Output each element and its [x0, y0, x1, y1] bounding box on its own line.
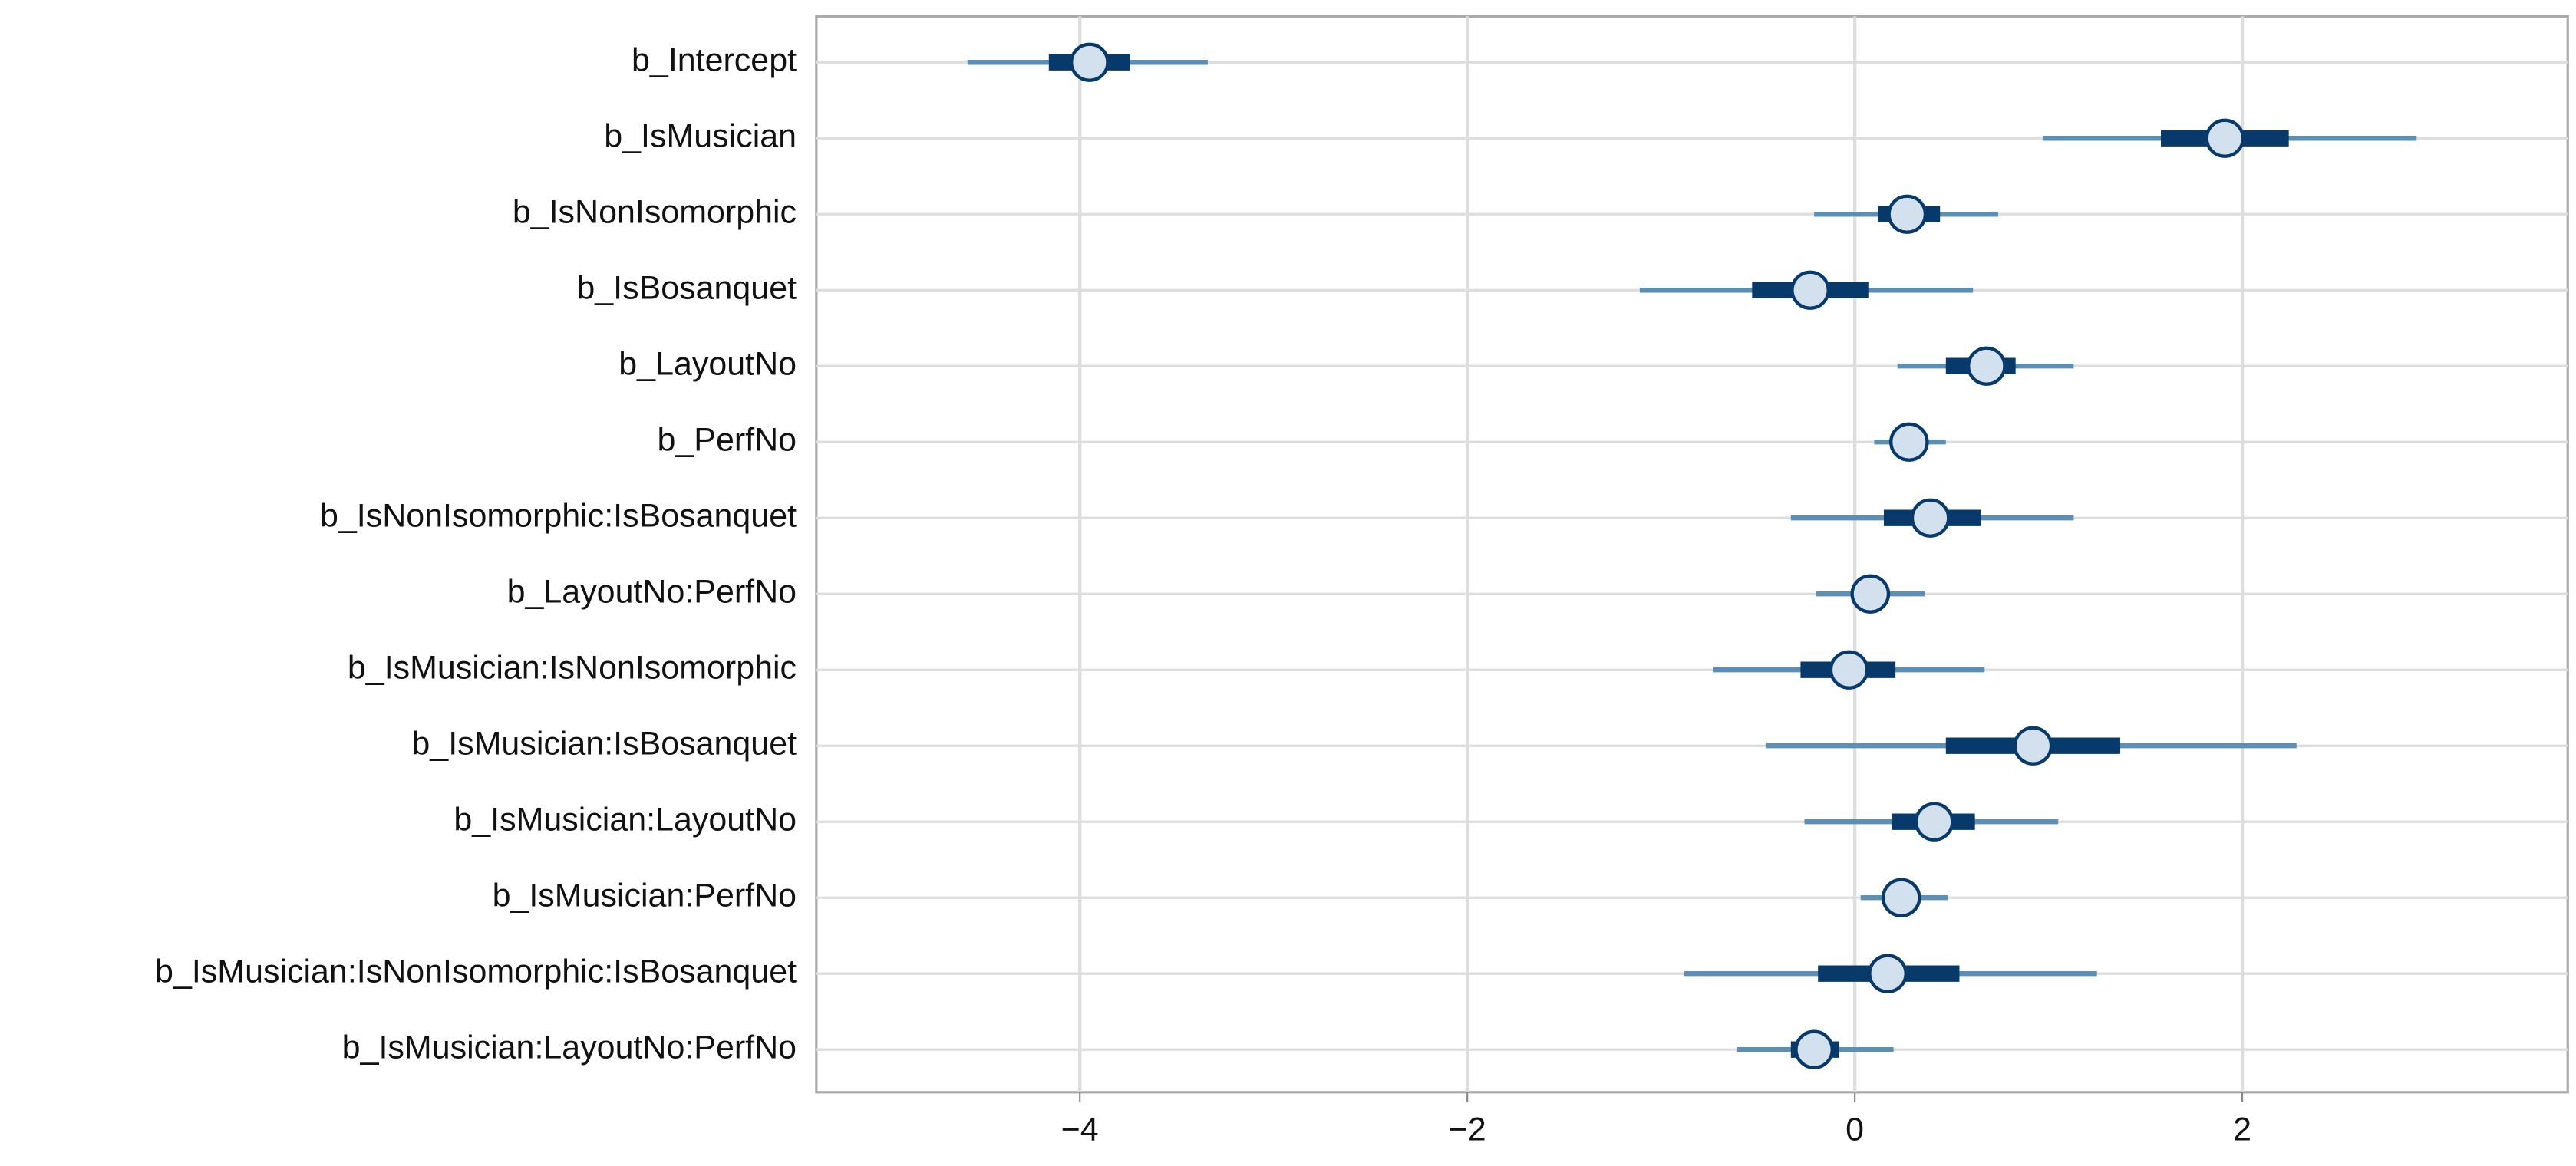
point-estimate — [1790, 270, 1830, 310]
point-estimate — [1070, 42, 1110, 82]
point-estimate — [1967, 346, 2007, 386]
y-tick-label: b_IsBosanquet — [576, 270, 797, 307]
y-tick-label: b_IsMusician — [604, 118, 797, 155]
x-tick-label: −2 — [1449, 1112, 1486, 1148]
point-estimate — [1829, 650, 1869, 690]
y-tick-label: b_IsMusician:LayoutNo:PerfNo — [342, 1029, 797, 1066]
point-estimate — [1868, 954, 1908, 993]
point-estimate — [1889, 422, 1929, 462]
point-estimate — [2013, 726, 2053, 766]
y-tick-label: b_IsMusician:IsNonIsomorphic — [348, 650, 797, 687]
y-tick-label: b_IsMusician:IsBosanquet — [411, 726, 797, 763]
y-tick-label: b_IsMusician:PerfNo — [493, 878, 797, 914]
point-estimate — [1794, 1029, 1834, 1069]
y-tick-label: b_IsMusician:LayoutNo — [454, 802, 797, 838]
y-tick-label: b_IsNonIsomorphic:IsBosanquet — [320, 498, 797, 535]
y-tick-label: b_IsMusician:IsNonIsomorphic:IsBosanquet — [155, 954, 797, 990]
point-estimate — [1881, 878, 1921, 917]
y-tick-label: b_PerfNo — [657, 422, 797, 459]
point-estimate — [2205, 118, 2245, 158]
point-estimate — [1850, 574, 1891, 614]
x-tick-label: 0 — [1845, 1112, 1864, 1148]
y-tick-label: b_Intercept — [632, 42, 797, 79]
point-estimate — [1910, 498, 1951, 538]
point-estimate — [1887, 194, 1928, 234]
y-tick-label: b_LayoutNo — [618, 346, 797, 383]
x-tick-label: −4 — [1061, 1112, 1099, 1148]
y-tick-label: b_LayoutNo:PerfNo — [507, 574, 797, 611]
plot-frame — [815, 15, 2569, 1094]
point-estimate — [1914, 802, 1954, 842]
x-tick-label: 2 — [2233, 1112, 2251, 1148]
y-tick-label: b_IsNonIsomorphic — [513, 194, 797, 231]
